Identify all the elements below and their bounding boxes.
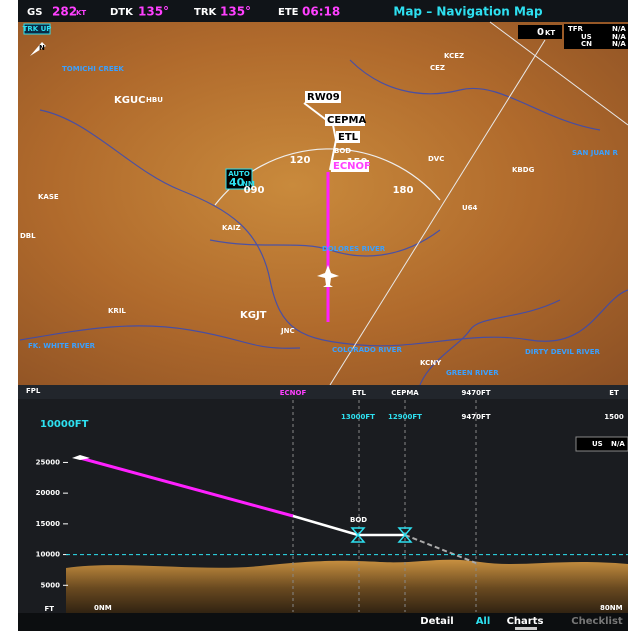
tfr-value: N/A [612,40,626,48]
waypoint-tag: ECNOF [280,389,307,397]
map-label: CEZ [430,64,445,72]
tfr-value: N/A [611,440,625,448]
ete: 06:18 [302,5,340,19]
map-label: BOD [334,147,351,155]
label: DTK [110,7,134,18]
label: GS [27,7,42,18]
map-label: DIRTY DEVIL RIVER [525,348,600,356]
x-label: 0NM [94,604,112,612]
map-label: KRIL [108,307,126,315]
terrain-profile [66,560,628,616]
page-title: Map – Navigation Map [393,5,543,19]
map-label: GREEN RIVER [446,369,499,377]
altitude-constraint: 9470FT [461,413,490,421]
map-label: JNC [280,327,295,335]
profile-header [18,385,628,399]
y-tick-label: 10000 [36,551,60,559]
waypoint-tag: ETL [352,389,367,397]
altitude-constraint: 12900FT [388,413,422,421]
tab-button[interactable]: All [476,616,491,627]
map-label: KGUC [114,95,145,106]
y-tick-label: 5000 [41,581,61,589]
map-label: KBDG [512,166,535,174]
map-label: RW09 [307,92,340,103]
map-label: TOMICHI CREEK [62,65,124,73]
y-tick-label: 25000 [36,458,60,466]
map-label: CEPMA [327,115,366,126]
tfr-label: US [592,440,603,448]
desired-track: 135° [138,5,169,19]
map-label: KAIZ [222,224,241,232]
map-label: KASE [38,193,59,201]
altitude-constraint: 13000FT [341,413,375,421]
avionics-screen: GS282KTDTK135°TRK135°ETE06:18Map – Navig… [0,0,628,631]
unit: KT [545,29,555,37]
map-label: ECNOF [333,161,371,172]
altitude-constraint: 1500 [604,413,624,421]
unit: KT [76,9,86,17]
waypoint-tag: 9470FT [461,389,490,397]
waypoint-tag: ET [609,389,619,397]
compass-label: 180 [393,185,414,196]
map-label: DBL [20,232,36,240]
tfr-label: CN [581,40,592,48]
compass-label: 120 [290,155,311,166]
map-label: DOLORES RIVER [322,245,386,253]
map-label: KGJT [240,310,267,321]
tab-button[interactable]: Charts [507,616,544,627]
x-label: 80NM [600,604,623,612]
map-label: SAN JUAN R [572,149,619,157]
tab-indicator [515,627,537,630]
label: TRK [194,7,218,18]
north-label: N [39,44,45,52]
map-label: KCEZ [444,52,464,60]
y-tick-label: 15000 [36,520,60,528]
y-tick-label: 20000 [36,489,60,497]
map-label: KCNY [420,359,442,367]
selected-altitude: 10000FT [40,419,89,430]
tab-button[interactable]: Detail [420,616,453,627]
label: ETE [278,7,299,18]
profile-title: FPL [26,387,41,395]
wind: 0 [537,27,544,38]
compass-label: 090 [244,185,265,196]
map-label: HBU [146,96,163,104]
map[interactable] [18,22,628,385]
ground-speed: 282 [52,5,77,19]
map-label: COLORADO RIVER [332,346,402,354]
y-unit: FT [44,605,54,613]
waypoint-tag: CEPMA [391,389,419,397]
tfr-value: N/A [612,25,626,33]
map-label: U64 [462,204,478,212]
orientation[interactable]: TRK UP [23,25,52,33]
map-label: DVC [428,155,444,163]
map-label: ETL [338,132,359,143]
tfr-label: TFR [568,25,584,33]
map-label: FK. WHITE RIVER [28,342,96,350]
track: 135° [220,5,251,19]
tab-button[interactable]: Checklist [571,616,623,627]
point-label: BOD [350,516,367,524]
